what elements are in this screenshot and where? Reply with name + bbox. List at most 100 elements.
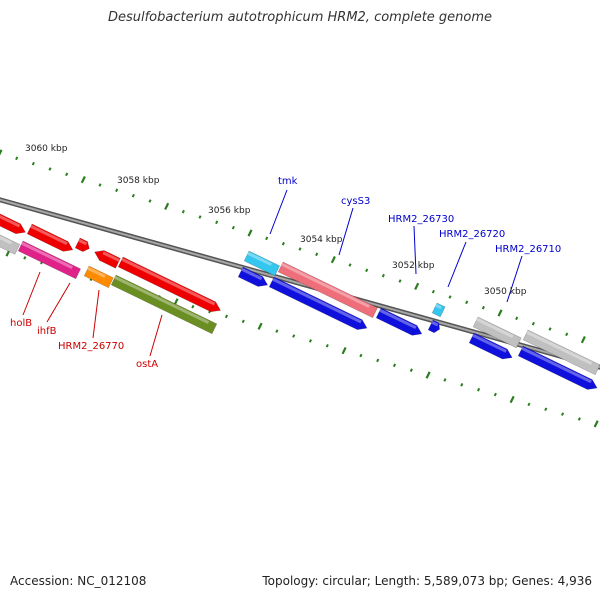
minor-tick bbox=[577, 417, 581, 421]
minor-tick bbox=[148, 199, 152, 203]
minor-tick bbox=[565, 332, 569, 337]
scale-label: 3052 kbp bbox=[392, 261, 435, 271]
genome-summary-text: Topology: circular; Length: 5,589,073 bp… bbox=[262, 574, 592, 588]
label-leader-line bbox=[46, 282, 71, 323]
minor-tick bbox=[431, 289, 435, 294]
label-leader-line bbox=[22, 271, 41, 316]
minor-tick bbox=[460, 383, 464, 387]
gene-feature bbox=[17, 240, 81, 280]
gene-label-holB: holB bbox=[10, 318, 32, 329]
minor-tick bbox=[241, 319, 245, 324]
major-tick bbox=[164, 202, 170, 210]
minor-tick bbox=[315, 252, 319, 257]
minor-tick bbox=[392, 363, 397, 368]
minor-tick bbox=[231, 225, 235, 230]
gene-feature bbox=[0, 229, 21, 255]
minor-tick bbox=[544, 407, 548, 412]
label-leader-line bbox=[269, 189, 288, 235]
gene-feature bbox=[472, 316, 522, 349]
gene-feature bbox=[427, 319, 440, 334]
map-title: Desulfobacterium autotrophicum HRM2, com… bbox=[107, 10, 493, 25]
gene-label-hrm2-26730: HRM2_26730 bbox=[388, 214, 454, 225]
minor-tick bbox=[181, 209, 185, 214]
minor-tick bbox=[527, 402, 531, 407]
minor-tick bbox=[409, 368, 413, 372]
label-leaders bbox=[22, 189, 523, 357]
minor-tick bbox=[298, 247, 302, 251]
gene-feature bbox=[94, 250, 121, 269]
minor-tick bbox=[292, 334, 296, 338]
minor-tick bbox=[365, 268, 369, 273]
major-tick bbox=[425, 371, 431, 379]
minor-tick bbox=[224, 314, 229, 319]
label-leader-line bbox=[92, 289, 100, 339]
minor-tick bbox=[308, 339, 313, 343]
gene-feature bbox=[0, 208, 26, 235]
gene-label-hrm2-26770: HRM2_26770 bbox=[58, 341, 124, 352]
minor-tick bbox=[31, 161, 35, 166]
minor-tick bbox=[443, 378, 447, 382]
minor-tick bbox=[98, 183, 102, 187]
gene-feature bbox=[522, 329, 600, 376]
minor-tick bbox=[191, 304, 195, 309]
minor-tick bbox=[115, 188, 119, 193]
major-tick bbox=[0, 149, 3, 156]
label-leader-line bbox=[413, 225, 417, 275]
gene-feature bbox=[26, 223, 74, 252]
minor-tick bbox=[448, 295, 452, 299]
major-tick bbox=[247, 229, 253, 237]
minor-tick bbox=[198, 215, 202, 219]
scale-label: 3054 kbp bbox=[300, 235, 343, 245]
minor-tick bbox=[381, 273, 385, 278]
major-tick bbox=[593, 420, 599, 428]
minor-tick bbox=[348, 263, 352, 267]
minor-tick bbox=[481, 305, 485, 310]
minor-tick bbox=[275, 329, 279, 333]
major-tick bbox=[80, 176, 86, 184]
outer-tick-track bbox=[0, 149, 586, 344]
minor-tick bbox=[476, 387, 481, 392]
label-leader-line bbox=[447, 241, 467, 288]
gene-track bbox=[0, 208, 600, 390]
scale-label: 3056 kbp bbox=[208, 206, 251, 216]
minor-tick bbox=[359, 353, 363, 358]
gene-label-tmk: tmk bbox=[278, 176, 298, 187]
gene-feature bbox=[74, 237, 90, 252]
minor-tick bbox=[23, 256, 27, 260]
major-tick bbox=[257, 322, 263, 330]
minor-tick bbox=[465, 300, 469, 305]
gene-feature bbox=[468, 332, 513, 360]
gene-feature bbox=[517, 345, 598, 390]
minor-tick bbox=[548, 327, 552, 331]
gene-label-hrm2-26720: HRM2_26720 bbox=[439, 229, 505, 240]
gene-feature bbox=[237, 266, 269, 287]
gene-label-hrm2-26710: HRM2_26710 bbox=[495, 244, 561, 255]
scale-label: 3060 kbp bbox=[25, 144, 68, 154]
major-tick bbox=[330, 256, 336, 264]
gene-feature bbox=[83, 265, 114, 289]
gene-label-ihfB: ihfB bbox=[37, 326, 57, 337]
gene-feature bbox=[243, 250, 280, 277]
label-leader-line bbox=[338, 207, 354, 256]
gene-feature bbox=[268, 276, 368, 330]
major-tick bbox=[509, 395, 515, 404]
minor-tick bbox=[493, 392, 497, 397]
minor-tick bbox=[376, 358, 380, 363]
minor-tick bbox=[325, 343, 329, 348]
gene-feature bbox=[110, 274, 218, 335]
minor-tick bbox=[265, 236, 269, 241]
minor-tick bbox=[531, 321, 535, 326]
minor-tick bbox=[561, 412, 565, 416]
major-tick bbox=[414, 282, 420, 290]
minor-tick bbox=[131, 193, 135, 198]
major-tick bbox=[580, 336, 586, 344]
label-leader-line bbox=[149, 314, 163, 357]
major-tick bbox=[341, 347, 347, 355]
accession-text: Accession: NC_012108 bbox=[10, 574, 147, 588]
gene-feature bbox=[117, 256, 221, 313]
scale-label: 3058 kbp bbox=[117, 176, 160, 186]
minor-tick bbox=[215, 220, 219, 225]
minor-tick bbox=[515, 316, 519, 321]
